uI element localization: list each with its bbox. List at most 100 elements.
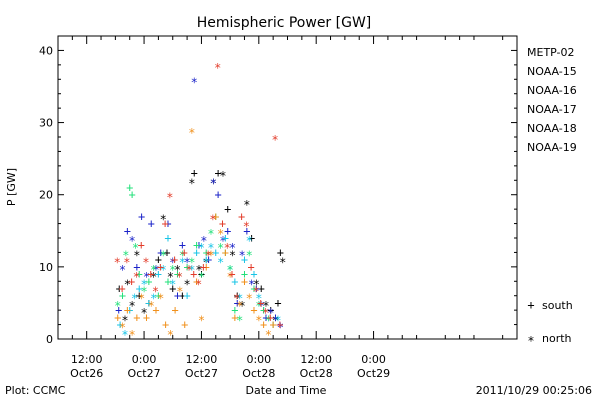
north-point: *	[150, 270, 157, 284]
x-tick-date: Oct28	[300, 367, 333, 380]
south-point: +	[181, 318, 188, 332]
south-point: +	[203, 253, 210, 267]
south-point: +	[222, 245, 229, 259]
north-point: *	[124, 277, 131, 291]
north-point: *	[179, 248, 186, 262]
south-point: +	[224, 224, 231, 238]
south-point: +	[205, 253, 212, 267]
north-point: *	[229, 241, 236, 255]
north-point: *	[236, 292, 243, 306]
south-point: +	[193, 245, 200, 259]
north-point: *	[123, 256, 130, 270]
north-point: *	[114, 256, 121, 270]
north-point: *	[258, 299, 265, 313]
north-point: *	[217, 256, 224, 270]
south-point: +	[250, 303, 257, 317]
marker-legend-label: north	[542, 332, 572, 345]
south-point: +	[224, 202, 231, 216]
south-point: +	[272, 310, 279, 324]
north-point: *	[169, 256, 176, 270]
north-point: *	[274, 313, 281, 327]
south-point: +	[145, 274, 152, 288]
south-point: +	[203, 260, 210, 274]
south-point: +	[155, 253, 162, 267]
south-point: +	[138, 209, 145, 223]
south-point: +	[193, 274, 200, 288]
series-noaa-15: +*+*++*+*++*++**+*+*+*+*+*+*+*+*+*	[115, 75, 284, 334]
south-point: +	[124, 303, 131, 317]
series-noaa-16: +*+*+*+*+*+*+*+*+*+*+*+*+*+*+*+*+*	[117, 231, 282, 342]
north-point: *	[132, 241, 139, 255]
north-point: *	[272, 313, 279, 327]
y-axis: 0 10 20 30 40	[39, 44, 517, 346]
north-point: *	[128, 328, 135, 342]
north-point: *	[122, 248, 129, 262]
north-point: *	[121, 328, 128, 342]
north-point: *	[114, 299, 121, 313]
south-point: +	[231, 310, 238, 324]
south-point: +	[215, 188, 222, 202]
north-point: *	[205, 248, 212, 262]
marker-legend-label: south	[542, 299, 573, 312]
x-tick-date: Oct27	[128, 367, 161, 380]
north-point: *	[209, 212, 216, 226]
south-point: +	[115, 303, 122, 317]
south-point: +	[212, 245, 219, 259]
south-point: +	[157, 245, 164, 259]
north-point: *	[271, 133, 278, 147]
south-point: +	[147, 267, 154, 281]
north-point: *	[238, 248, 245, 262]
north-point: *	[227, 263, 234, 277]
south-point: +	[181, 245, 188, 259]
north-point: *	[143, 270, 150, 284]
south-point: +	[114, 310, 121, 324]
north-point: *	[142, 256, 149, 270]
north-point: *	[262, 299, 269, 313]
south-point: +	[257, 296, 264, 310]
south-point: +	[234, 289, 241, 303]
south-point: +	[241, 274, 248, 288]
north-point: *	[229, 248, 236, 262]
y-axis-label: P [GW]	[5, 168, 18, 206]
north-point: *	[233, 292, 240, 306]
south-point: +	[183, 289, 190, 303]
south-point: +	[124, 224, 131, 238]
north-point: *	[219, 169, 226, 183]
south-point: +	[126, 303, 133, 317]
north-point: *	[167, 328, 174, 342]
south-point: +	[190, 267, 197, 281]
south-point: +	[203, 245, 210, 259]
north-point: *	[243, 220, 250, 234]
north-point: *	[152, 285, 159, 299]
north-point: *	[119, 321, 126, 335]
north-point: *	[265, 313, 272, 327]
north-point: *	[277, 321, 284, 335]
south-point: +	[162, 318, 169, 332]
north-point: *	[203, 256, 210, 270]
south-point: +	[193, 238, 200, 252]
south-point: +	[195, 238, 202, 252]
north-point: *	[243, 198, 250, 212]
north-point: *	[128, 299, 135, 313]
north-point: *	[236, 313, 243, 327]
x-tick-label: 0:00	[246, 353, 271, 366]
south-point: +	[171, 253, 178, 267]
south-point: +	[260, 303, 267, 317]
south-point: +	[179, 289, 186, 303]
north-point: *	[160, 248, 167, 262]
south-point: +	[179, 238, 186, 252]
north-point: *	[188, 176, 195, 190]
south-point: +	[241, 267, 248, 281]
north-point: *	[207, 241, 214, 255]
south-point: +	[262, 310, 269, 324]
y-tick-label: 20	[39, 189, 53, 202]
south-point: +	[248, 260, 255, 274]
north-point: *	[255, 299, 262, 313]
south-point: +	[276, 318, 283, 332]
south-point: +	[215, 166, 222, 180]
south-point: +	[136, 267, 143, 281]
north-point: *	[262, 306, 269, 320]
marker-legend-symbol: +	[527, 298, 534, 312]
north-point: *	[267, 306, 274, 320]
